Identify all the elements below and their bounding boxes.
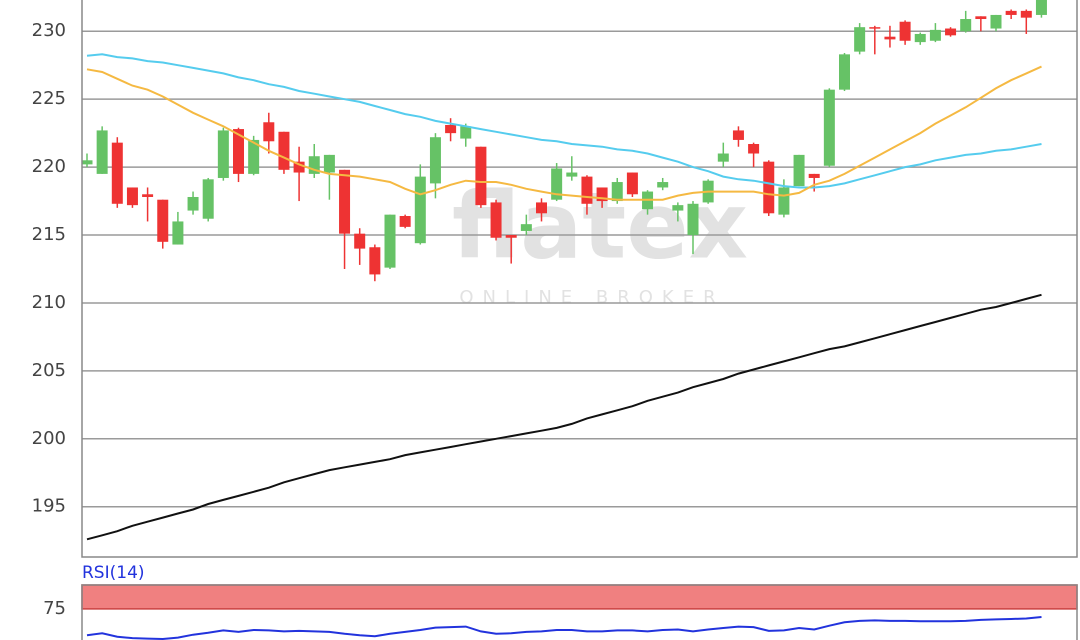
candle-body	[717, 153, 729, 162]
candle-body	[445, 124, 457, 134]
candle-body	[323, 154, 335, 173]
candle-body	[854, 27, 866, 52]
candle-body	[399, 216, 411, 227]
y-tick-label: 220	[32, 156, 66, 177]
candle-body	[581, 176, 593, 204]
candle-body	[520, 224, 532, 231]
candle-body	[339, 169, 351, 234]
candle-body	[1035, 0, 1047, 15]
candle-body	[551, 168, 563, 200]
candle-body	[823, 89, 835, 166]
candle-body	[611, 182, 623, 202]
candle-body	[111, 142, 123, 204]
candle-body	[460, 126, 472, 139]
candle-body	[732, 130, 744, 140]
plot-area	[82, 0, 1047, 541]
candle-body	[566, 172, 578, 177]
y-tick-label: 225	[32, 88, 66, 109]
y-tick-label: 200	[32, 428, 66, 449]
candle-body	[429, 137, 441, 184]
candle-body	[687, 203, 699, 236]
candle-body	[536, 202, 547, 214]
candle-body	[217, 130, 229, 178]
candle-body	[990, 14, 1002, 29]
line	[86, 65, 1042, 201]
candle-body	[187, 196, 199, 211]
y-tick-label: 210	[32, 292, 66, 313]
candle-body	[202, 179, 214, 219]
rsi-panel: RSI(14) 75	[43, 563, 1078, 640]
candle-body	[748, 144, 760, 154]
line	[86, 616, 1042, 640]
price-panel: 195 200 205 210 215 220 225 230	[32, 0, 1078, 558]
candle-body	[414, 176, 426, 244]
candle-body	[596, 187, 608, 202]
candle-body	[475, 146, 487, 206]
plot-frame	[81, 0, 1078, 558]
candle-body	[172, 221, 184, 245]
candle-body	[1020, 10, 1032, 18]
candle-body	[1005, 10, 1017, 15]
candle-body	[505, 235, 517, 238]
candle-body	[672, 205, 684, 211]
candle-body	[945, 28, 957, 36]
candle-body	[126, 187, 138, 206]
candle-body	[96, 130, 108, 174]
candle-body	[293, 161, 305, 173]
candle-body	[657, 182, 669, 188]
y-tick-label: 75	[43, 598, 66, 619]
candle-body	[960, 19, 972, 32]
candle-body	[884, 36, 896, 40]
y-tick-label: 205	[32, 360, 66, 381]
candle-body	[899, 21, 911, 41]
candle-body	[157, 199, 169, 242]
candle-body	[308, 156, 320, 174]
plot-frame	[81, 584, 1078, 640]
candle-body	[929, 29, 941, 41]
candle-body	[626, 172, 638, 195]
line	[86, 293, 1042, 541]
watermark-tagline: ONLINE BROKER	[459, 287, 724, 308]
candle-body	[839, 54, 850, 90]
candle-body	[233, 129, 244, 174]
y-tick-label: 215	[32, 224, 66, 245]
candle-body	[869, 27, 881, 29]
plot-area	[86, 616, 1042, 640]
candle-body	[808, 173, 820, 178]
candle-body	[142, 194, 154, 197]
y-tick-label: 195	[32, 496, 66, 517]
candle-body	[975, 16, 987, 20]
candle-body	[278, 131, 290, 170]
panel-title: RSI(14)	[82, 563, 145, 583]
candle-body	[778, 187, 790, 215]
candle-body	[793, 154, 805, 187]
candle-body	[248, 139, 260, 174]
candle-body	[369, 247, 381, 275]
candle-body	[384, 214, 396, 268]
y-tick-label: 230	[32, 20, 66, 41]
candle-body	[263, 122, 275, 142]
candle-body	[82, 160, 93, 165]
candle-body	[914, 33, 926, 43]
candle-body	[354, 233, 366, 249]
overbought-band	[81, 584, 1078, 610]
candle-body	[490, 202, 502, 238]
candle-body	[763, 161, 775, 214]
line	[86, 53, 1042, 189]
